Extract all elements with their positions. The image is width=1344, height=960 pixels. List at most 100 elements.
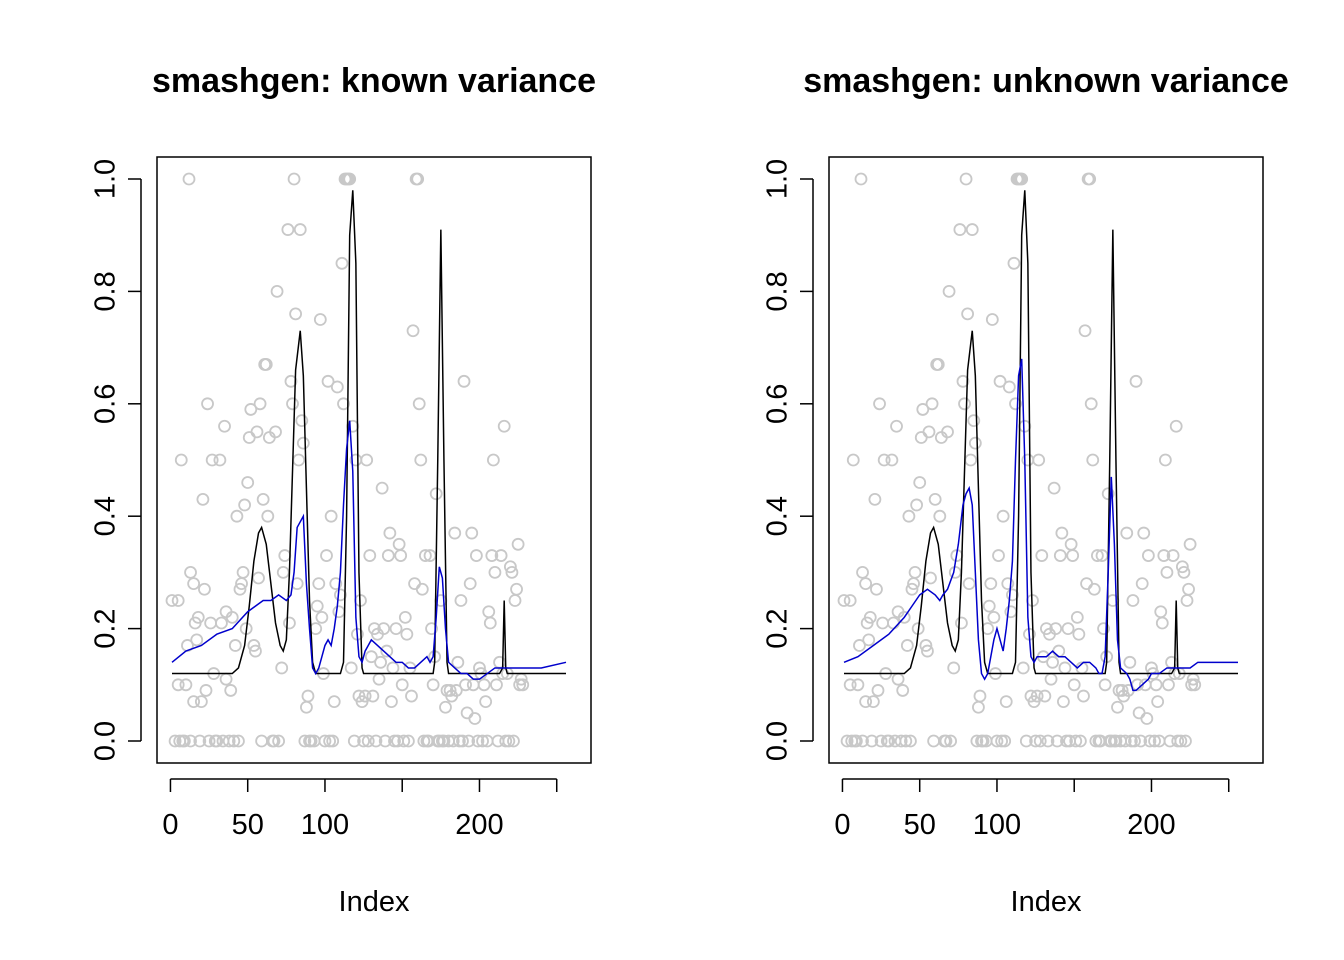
- data-point: [891, 672, 905, 686]
- data-point: [443, 684, 457, 697]
- data-point: [320, 549, 333, 562]
- data-point: [948, 566, 962, 579]
- data-point: [876, 616, 890, 630]
- data-point: [511, 537, 525, 551]
- data-point: [503, 560, 517, 574]
- data-point: [1162, 678, 1175, 692]
- data-point: [1078, 324, 1092, 338]
- data-point: [477, 678, 491, 692]
- data-point: [1029, 734, 1042, 748]
- data-point: [965, 223, 979, 236]
- data-point: [916, 403, 930, 416]
- data-point: [896, 684, 910, 697]
- data-point: [999, 695, 1013, 709]
- data-point: [854, 172, 868, 186]
- data-point: [1086, 453, 1100, 467]
- data-point: [219, 672, 233, 686]
- data-point: [1134, 734, 1148, 748]
- data-point: [968, 436, 982, 450]
- data-point: [1101, 487, 1115, 501]
- data-point: [394, 549, 408, 562]
- data-point: [1069, 734, 1083, 748]
- data-point: [931, 358, 945, 371]
- data-point: [1175, 560, 1189, 574]
- data-point: [1058, 661, 1072, 675]
- data-point: [437, 734, 451, 748]
- data-point: [1120, 526, 1134, 540]
- data-point: [182, 172, 196, 186]
- data-point: [236, 566, 250, 579]
- data-point: [1157, 549, 1171, 562]
- data-point: [984, 577, 998, 591]
- data-point: [289, 307, 303, 321]
- data-point: [1047, 481, 1061, 495]
- data-point: [967, 414, 981, 428]
- data-point: [218, 419, 231, 433]
- data-point: [1140, 712, 1154, 725]
- data-point: [1126, 594, 1140, 607]
- data-point: [1030, 689, 1044, 703]
- x-tick-label: 50: [904, 809, 936, 841]
- data-point: [184, 566, 197, 579]
- data-point: [171, 594, 185, 607]
- data-point: [310, 599, 324, 613]
- plot-frame: [156, 156, 592, 764]
- data-point: [377, 622, 391, 635]
- data-point: [942, 284, 956, 298]
- data-point: [244, 403, 258, 416]
- data-point: [228, 639, 242, 652]
- data-point: [224, 684, 238, 697]
- data-point: [1111, 700, 1124, 714]
- data-point: [856, 566, 869, 579]
- data-point: [1055, 526, 1069, 540]
- data-point: [1097, 622, 1110, 635]
- data-point: [497, 419, 511, 433]
- data-point: [482, 605, 496, 619]
- data-point: [465, 526, 479, 540]
- data-point: [343, 172, 357, 186]
- data-point: [392, 537, 406, 551]
- data-point: [324, 509, 338, 523]
- data-point: [269, 425, 282, 439]
- data-point: [439, 700, 452, 714]
- data-point: [415, 582, 429, 596]
- data-point: [1160, 566, 1174, 579]
- data-point: [516, 678, 530, 692]
- data-point: [870, 582, 883, 596]
- data-point: [1087, 582, 1101, 596]
- estimate-line: [843, 358, 1238, 692]
- data-point: [863, 610, 877, 624]
- data-point: [397, 734, 411, 748]
- data-point: [275, 661, 289, 675]
- data-point: [490, 678, 503, 692]
- data-point: [958, 397, 971, 411]
- data-point: [230, 509, 244, 523]
- data-point: [1151, 695, 1165, 709]
- data-point: [1155, 616, 1169, 630]
- data-point: [471, 734, 485, 748]
- data-point: [360, 453, 374, 467]
- data-point: [1154, 605, 1168, 619]
- data-point: [187, 695, 201, 709]
- y-tick-label: 0.2: [90, 608, 122, 648]
- data-point: [987, 610, 1001, 624]
- chart-title: smashgen: known variance: [152, 62, 596, 100]
- data-point: [1061, 622, 1075, 635]
- data-point: [1177, 566, 1191, 579]
- data-point: [318, 734, 332, 748]
- data-point: [1090, 549, 1104, 562]
- data-point: [1188, 678, 1202, 692]
- data-point: [856, 734, 869, 748]
- data-point: [233, 582, 247, 596]
- data-point: [250, 425, 264, 439]
- data-point: [327, 695, 341, 709]
- y-tick-label: 0.0: [90, 721, 122, 761]
- data-point: [227, 734, 241, 748]
- data-point: [383, 526, 397, 540]
- chart-panel-unknown-variance: smashgen: unknown variance Index 0 50 100 2…: [762, 62, 1289, 918]
- data-point: [1057, 695, 1070, 709]
- data-point: [386, 661, 400, 675]
- data-point: [190, 633, 204, 647]
- y-tick-label: 1.0: [90, 159, 122, 199]
- data-point: [1141, 549, 1155, 562]
